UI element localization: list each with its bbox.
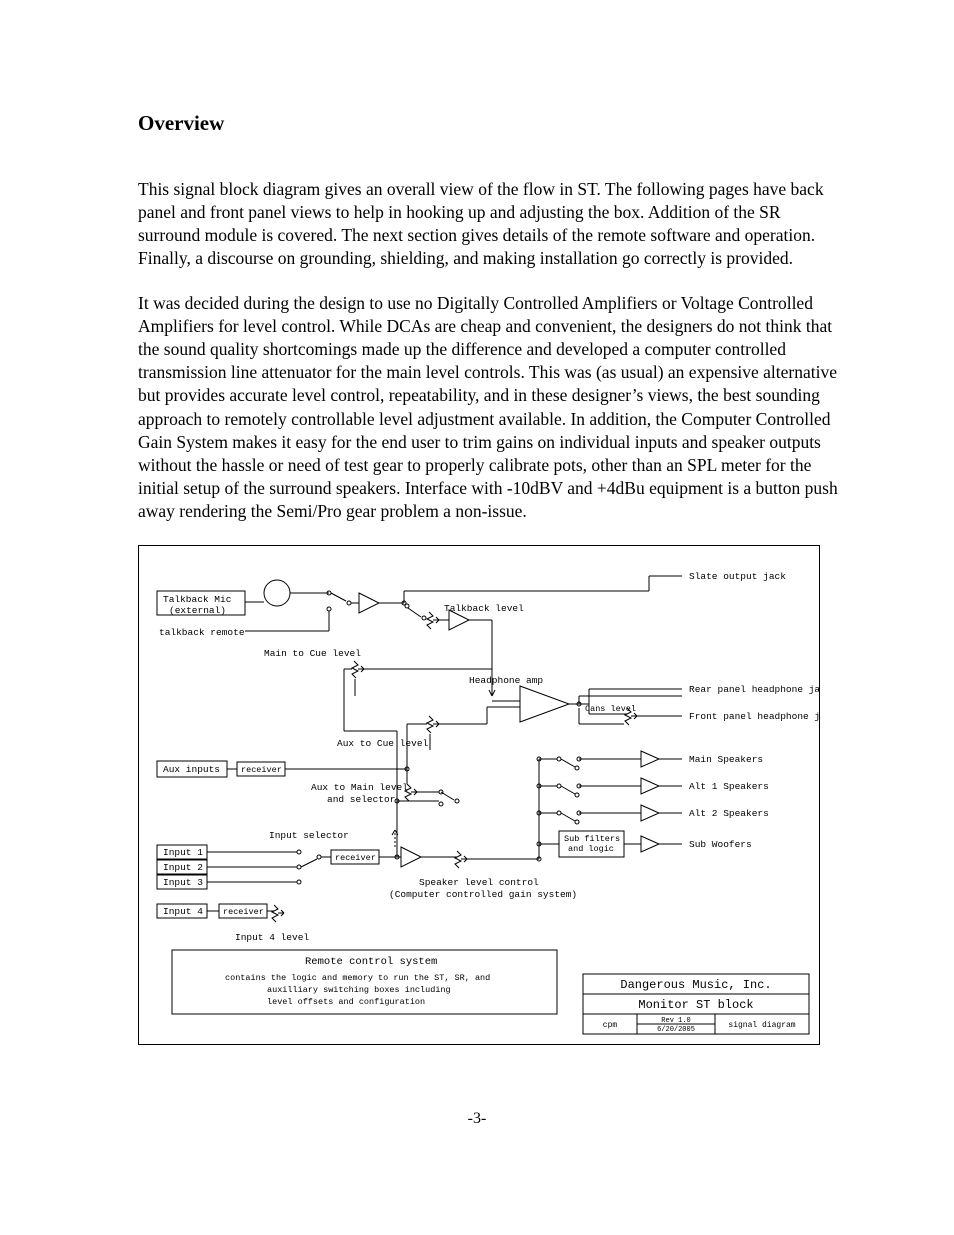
lbl-talkback-mic-sub: (external): [169, 605, 226, 616]
lbl-remote-desc1: contains the logic and memory to run the…: [225, 973, 490, 983]
lbl-talkback-mic: Talkback Mic: [163, 594, 232, 605]
paragraph-2: It was decided during the design to use …: [138, 292, 844, 523]
lbl-remote-title: Remote control system: [305, 956, 437, 968]
lbl-receiver-3: receiver: [223, 907, 264, 917]
lbl-aux-inputs: Aux inputs: [163, 764, 220, 775]
lbl-receiver-1: receiver: [241, 765, 282, 775]
lbl-alt2-speakers: Alt 2 Speakers: [689, 808, 769, 819]
page-number: -3-: [0, 1108, 954, 1129]
lbl-talkback-remote: talkback remote: [159, 627, 245, 638]
lbl-speaker-level: Speaker level control: [419, 877, 539, 888]
lbl-date: 6/20/2005: [657, 1026, 695, 1034]
lbl-input1: Input 1: [163, 847, 203, 858]
lbl-front-hp: Front panel headphone jack: [689, 711, 819, 722]
lbl-slate-output: Slate output jack: [689, 571, 786, 582]
lbl-rear-hp: Rear panel headphone jack: [689, 684, 819, 695]
lbl-sub-filters-sub: and logic: [568, 844, 614, 854]
lbl-receiver-2: receiver: [335, 853, 376, 863]
lbl-company: Dangerous Music, Inc.: [620, 978, 771, 992]
paragraph-1: This signal block diagram gives an overa…: [138, 178, 844, 270]
lbl-sub-woofers: Sub Woofers: [689, 839, 752, 850]
lbl-input2: Input 2: [163, 862, 203, 873]
lbl-alt1-speakers: Alt 1 Speakers: [689, 781, 769, 792]
lbl-remote-desc3: level offsets and configuration: [267, 997, 425, 1007]
page: Overview This signal block diagram gives…: [0, 0, 954, 1235]
lbl-cans-level: Cans level: [585, 704, 636, 714]
lbl-doc-type: signal diagram: [728, 1021, 795, 1030]
lbl-rev: Rev 1.0: [661, 1017, 690, 1025]
diagram-svg: Talkback Mic (external) talkback remote …: [139, 546, 819, 1044]
lbl-headphone-amp: Headphone amp: [469, 675, 543, 686]
lbl-input3: Input 3: [163, 877, 203, 888]
lbl-input4: Input 4: [163, 906, 203, 917]
lbl-input4-level: Input 4 level: [235, 932, 309, 943]
lbl-author: cpm: [603, 1021, 618, 1030]
lbl-sub-filters: Sub filters: [564, 834, 620, 844]
lbl-remote-desc2: auxilliary switching boxes including: [267, 985, 451, 995]
lbl-main-speakers: Main Speakers: [689, 754, 763, 765]
lbl-speaker-level-sub: (Computer controlled gain system): [389, 889, 577, 900]
lbl-main-to-cue: Main to Cue level: [264, 648, 361, 659]
lbl-product: Monitor ST block: [638, 998, 753, 1012]
lbl-input-selector: Input selector: [269, 830, 349, 841]
lbl-aux-to-main-sub: and selector: [327, 794, 395, 805]
heading: Overview: [138, 110, 844, 138]
lbl-aux-to-cue: Aux to Cue level: [337, 738, 429, 749]
signal-block-diagram: Talkback Mic (external) talkback remote …: [138, 545, 820, 1045]
lbl-talkback-level: Talkback level: [444, 603, 524, 614]
lbl-aux-to-main: Aux to Main level: [311, 782, 408, 793]
